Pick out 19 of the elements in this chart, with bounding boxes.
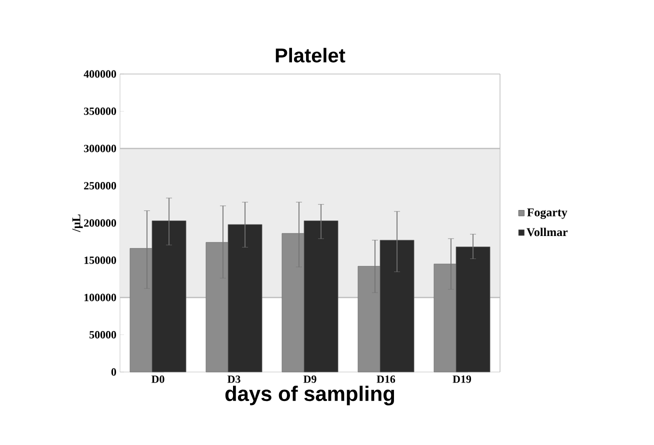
x-tick-label: D9 (303, 376, 316, 383)
x-tick-label: D19 (452, 376, 472, 383)
y-tick-label: 0 (111, 368, 116, 376)
y-tick-label: 400000 (84, 70, 116, 78)
legend-label: Fogarty (527, 208, 568, 219)
y-tick-label: 50000 (90, 331, 116, 338)
x-tick-label: D16 (376, 376, 396, 383)
y-tick-label: 350000 (84, 108, 116, 115)
y-tick-label: 200000 (84, 219, 116, 227)
x-tick-label: D0 (151, 376, 164, 383)
y-tick-label: 150000 (84, 256, 116, 264)
y-axis-title: /μL (72, 214, 83, 232)
x-tick-label: D3 (227, 376, 240, 383)
x-axis-title: days of sampling (225, 386, 394, 406)
y-tick-label: 300000 (84, 144, 116, 152)
legend-label: Vollmar (526, 228, 568, 236)
chart-title: Platelet (276, 48, 346, 62)
y-tick-label: 250000 (84, 182, 116, 190)
y-tick-label: 100000 (84, 294, 116, 302)
